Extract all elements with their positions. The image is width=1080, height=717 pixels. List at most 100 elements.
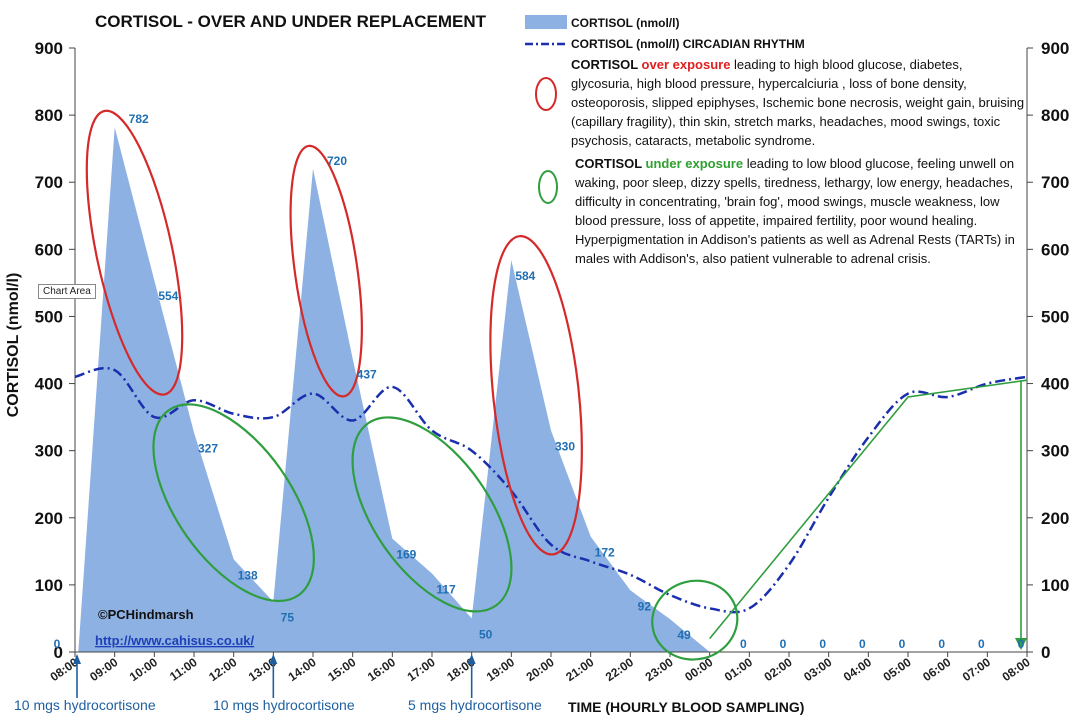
data-label: 138 — [238, 568, 258, 582]
data-label: 92 — [638, 599, 652, 613]
data-label: 0 — [1018, 637, 1025, 651]
legend: CORTISOL (nmol/l) CORTISOL (nmol/l) CIRC… — [525, 15, 805, 51]
y-tick-label-right: 900 — [1041, 39, 1069, 58]
data-label: 0 — [899, 637, 906, 651]
dose-label: 5 mgs hydrocortisone — [408, 697, 542, 713]
data-label: 0 — [819, 637, 826, 651]
y-tick-label-right: 600 — [1041, 240, 1069, 259]
legend-swatch-cortisol — [525, 15, 567, 29]
y-tick-label: 500 — [35, 307, 63, 326]
legend-label-circadian: CORTISOL (nmol/l) CIRCADIAN RHYTHM — [571, 37, 805, 51]
data-label: 117 — [436, 582, 456, 596]
note-under-lead: CORTISOL — [575, 156, 646, 171]
data-label: 0 — [938, 637, 945, 651]
data-label: 169 — [396, 548, 416, 562]
x-tick-label: 09:00 — [87, 655, 120, 684]
data-label: 0 — [54, 637, 61, 651]
x-tick-label: 12:00 — [206, 655, 239, 684]
x-tick-label: 03:00 — [801, 655, 834, 684]
y-tick-label-right: 500 — [1041, 307, 1069, 326]
y-tick-label: 200 — [35, 509, 63, 528]
over-exposure-circle-3 — [489, 235, 583, 556]
data-label: 782 — [129, 112, 149, 126]
x-tick-label: 04:00 — [841, 655, 874, 684]
x-tick-label: 02:00 — [762, 655, 795, 684]
dose-label: 10 mgs hydrocortisone — [14, 697, 156, 713]
x-tick-label: 22:00 — [603, 655, 636, 684]
source-link[interactable]: http://www.cahisus.co.uk/ — [95, 633, 255, 648]
chart-title: CORTISOL - OVER AND UNDER REPLACEMENT — [95, 12, 487, 31]
y-tick-label-right: 800 — [1041, 106, 1069, 125]
data-label: 330 — [555, 440, 575, 454]
x-tick-label: 10:00 — [127, 655, 160, 684]
dose-label: 10 mgs hydrocortisone — [213, 697, 355, 713]
under-exposure-circle-1 — [152, 403, 315, 603]
y-tick-label: 0 — [54, 643, 63, 662]
data-label: 554 — [158, 289, 178, 303]
chart-area-tooltip: Chart Area — [38, 284, 96, 299]
y-tick-label-right: 300 — [1041, 442, 1069, 461]
data-label: 0 — [740, 637, 747, 651]
note-over-lead: CORTISOL — [571, 57, 642, 72]
y-tick-label: 700 — [35, 173, 63, 192]
y-tick-label: 300 — [35, 442, 63, 461]
legend-label-cortisol: CORTISOL (nmol/l) — [571, 16, 679, 30]
credit-text: ©PCHindmarsh — [98, 607, 194, 622]
cortisol-area — [75, 127, 1027, 652]
dose-arrowhead — [467, 654, 476, 664]
x-tick-label: 15:00 — [325, 655, 358, 684]
y-tick-label-right: 100 — [1041, 576, 1069, 595]
x-axis-label: TIME (HOURLY BLOOD SAMPLING) — [568, 699, 804, 715]
data-label: 172 — [595, 546, 615, 560]
annotation-layer: 10 mgs hydrocortisone 10 mgs hydrocortiso… — [14, 109, 1028, 713]
y-tick-label-right: 700 — [1041, 173, 1069, 192]
data-label: 0 — [780, 637, 787, 651]
x-tick-label: 11:00 — [167, 655, 200, 684]
note-over-exposure: CORTISOL over exposure leading to high b… — [571, 55, 1026, 150]
y-tick-label: 900 — [35, 39, 63, 58]
x-tick-label: 23:00 — [643, 655, 676, 684]
circadian-layer — [74, 366, 1028, 614]
x-tick-label: 19:00 — [484, 655, 517, 684]
note-under-text: leading to low blood glucose, feeling un… — [575, 156, 1015, 266]
data-label: 584 — [515, 269, 535, 283]
note-over-text: leading to high blood glucose, diabetes,… — [571, 57, 1025, 148]
under-exposure-circle-3 — [651, 579, 739, 661]
y-tick-label-right: 0 — [1041, 643, 1050, 662]
note-under-highlight: under exposure — [645, 156, 744, 171]
data-label-layer: 0 782 554 327 138 75 720 437 169 117 50 584 330 172 92… — [54, 112, 1025, 651]
x-tick-label: 07:00 — [960, 655, 993, 684]
data-label: 0 — [859, 637, 866, 651]
x-tick-label: 01:00 — [722, 655, 755, 684]
data-label: 49 — [677, 628, 691, 642]
dose-arrowhead — [269, 654, 278, 664]
x-tick-label: 20:00 — [524, 655, 557, 684]
x-tick-label: 21:00 — [563, 655, 596, 684]
y-axis-label: CORTISOL (nmol/l) — [5, 273, 22, 418]
y-tick-label: 400 — [35, 375, 63, 394]
x-tick-label: 16:00 — [365, 655, 398, 684]
note-over-highlight: over exposure — [641, 57, 731, 72]
x-tick-label: 17:00 — [405, 655, 438, 684]
legend-green-circle — [538, 170, 558, 204]
data-label: 50 — [479, 627, 493, 641]
data-label: 0 — [978, 637, 985, 651]
x-tick-label: 06:00 — [920, 655, 953, 684]
y-tick-label: 100 — [35, 576, 63, 595]
data-label: 75 — [281, 611, 295, 625]
x-tick-label: 08:00 — [1000, 655, 1033, 684]
y-tick-label: 800 — [35, 106, 63, 125]
recovery-arrowhead — [1015, 638, 1027, 650]
over-exposure-circle-1 — [85, 109, 184, 396]
dose-arrowhead — [73, 654, 81, 664]
under-exposure-circle-2 — [351, 416, 513, 613]
y-tick-label-right: 400 — [1041, 375, 1069, 394]
data-label: 327 — [198, 442, 218, 456]
y-tick-label: 600 — [35, 240, 63, 259]
area-layer — [75, 127, 1027, 652]
legend-red-circle — [535, 77, 557, 111]
y-tick-label-right: 200 — [1041, 509, 1069, 528]
note-under-exposure: CORTISOL under exposure leading to low b… — [575, 154, 1020, 268]
